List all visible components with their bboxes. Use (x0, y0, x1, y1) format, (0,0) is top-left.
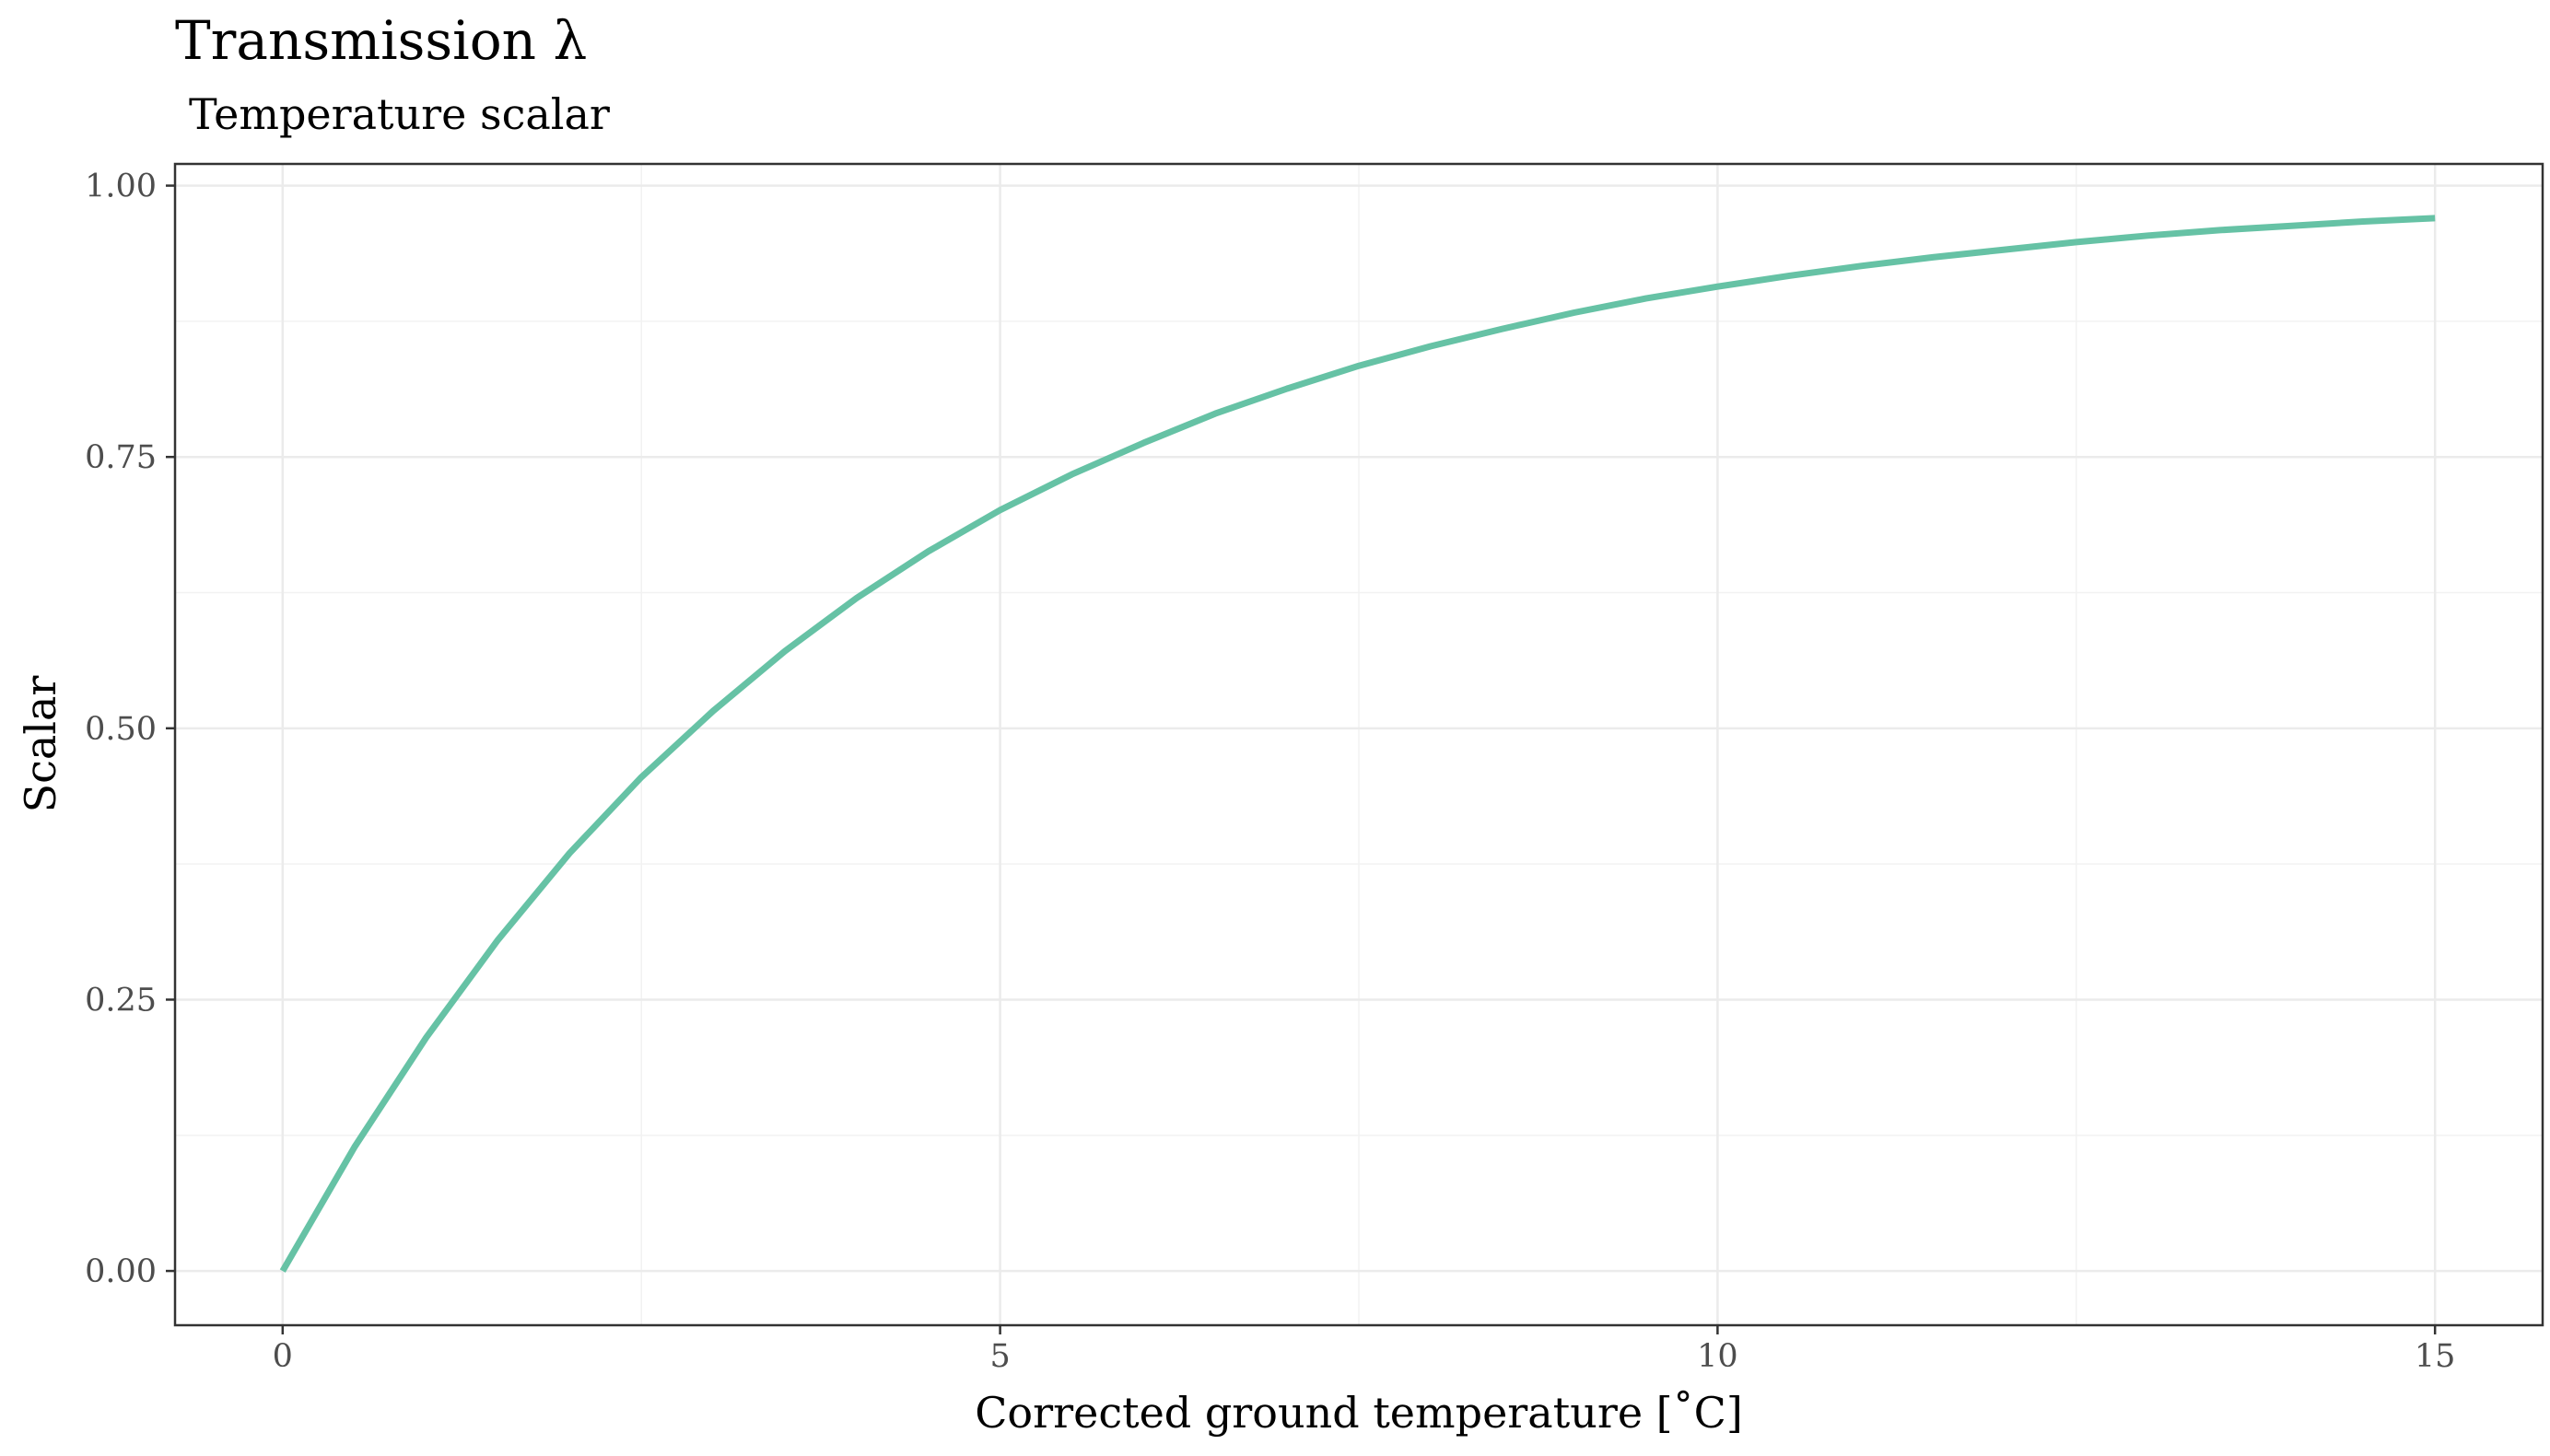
plot-panel-border (173, 162, 2544, 1327)
y-tick-label: 0.50 (85, 711, 157, 748)
x-tick-label: 0 (273, 1338, 293, 1375)
x-axis-title: Corrected ground temperature [˚C] (975, 1388, 1743, 1438)
x-axis: 0 5 10 15 (273, 1325, 2456, 1375)
chart-title: Transmission λ (175, 9, 587, 72)
y-axis-title: Scalar (16, 676, 65, 813)
y-tick-label: 0.25 (85, 982, 157, 1019)
y-tick-label: 0.00 (85, 1253, 157, 1290)
y-tick-label: 1.00 (85, 169, 157, 205)
x-tick-label: 15 (2415, 1338, 2456, 1375)
grid (175, 164, 2543, 1325)
chart-subtitle: Temperature scalar (189, 89, 610, 139)
series-line (279, 215, 2436, 1273)
y-axis: 0.00 0.25 0.50 0.75 1.00 (85, 169, 175, 1290)
x-tick-label: 10 (1697, 1338, 1738, 1375)
x-tick-label: 5 (989, 1338, 1010, 1375)
series-layer (279, 215, 2436, 1273)
y-tick-label: 0.75 (85, 439, 157, 476)
